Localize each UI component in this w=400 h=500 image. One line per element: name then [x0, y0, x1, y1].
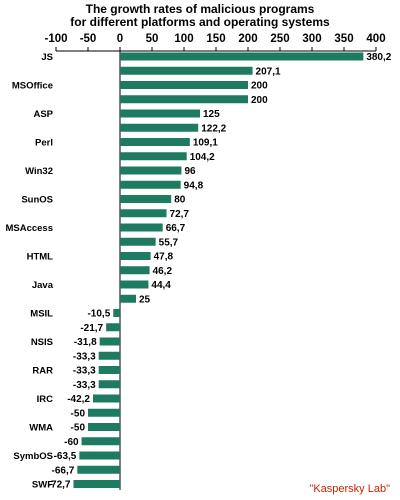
value-label: -50	[71, 423, 86, 434]
value-label: 80	[174, 195, 186, 206]
value-label: -33,3	[73, 351, 96, 362]
x-tick-label: 50	[146, 33, 159, 45]
bar	[120, 109, 200, 118]
value-label: -21,7	[80, 323, 103, 334]
category-labels: JS MSOffice ASP Perl Win32 SunOS MSAccess HTML J…	[5, 52, 53, 491]
value-label: 94,8	[184, 180, 204, 191]
category-label: WMA	[29, 423, 53, 434]
x-tick-label: 150	[206, 33, 225, 45]
value-label: 109,1	[193, 138, 218, 149]
bar	[92, 394, 120, 403]
chart-title-line-2: for different platforms and operating sy…	[70, 15, 330, 29]
bar	[77, 465, 120, 474]
value-label: -60	[64, 437, 79, 448]
value-label: -66,7	[52, 465, 75, 476]
value-label: 66,7	[166, 223, 186, 234]
category-label: SunOS	[21, 195, 53, 206]
value-label: 200	[251, 81, 268, 92]
value-labels: 380,2 207,1 200 200 125 122,2 109,1 104,2 96 94,8…	[48, 52, 392, 491]
value-label: -33,3	[73, 380, 96, 391]
credit-text: "Kaspersky Lab"	[309, 483, 390, 495]
category-label: ASP	[33, 109, 53, 120]
bar	[120, 294, 136, 303]
value-label: 104,2	[190, 152, 215, 163]
x-tick-label: 350	[334, 33, 353, 45]
x-tick-label: 200	[238, 33, 257, 45]
value-label: 96	[184, 166, 196, 177]
value-label: 122,2	[201, 123, 226, 134]
bar	[88, 408, 120, 417]
bar	[120, 95, 248, 104]
bar	[120, 209, 167, 218]
bar	[120, 81, 248, 89]
value-label: 380,2	[366, 52, 391, 63]
bar	[73, 480, 120, 488]
bar	[120, 195, 172, 203]
x-tick-label: 100	[174, 33, 193, 45]
bar	[120, 152, 187, 161]
value-label: 55,7	[159, 237, 179, 248]
value-label: -10,5	[87, 309, 110, 320]
x-tick-label: 250	[270, 33, 289, 45]
value-label: -72,7	[48, 480, 71, 491]
category-label: JS	[41, 52, 53, 63]
bar	[98, 366, 120, 374]
bar	[120, 223, 163, 232]
category-label: RAR	[32, 366, 53, 377]
value-label: -50	[71, 408, 86, 419]
bar	[120, 138, 190, 146]
value-label: 47,8	[154, 252, 174, 263]
value-label: 44,4	[151, 280, 171, 291]
category-label: MSIL	[30, 309, 53, 320]
value-label: 72,7	[170, 209, 190, 220]
bar	[120, 66, 253, 75]
x-tick-label: 300	[302, 33, 321, 45]
category-label: NSIS	[31, 337, 53, 348]
category-label: SWF	[32, 480, 53, 491]
bar	[79, 451, 120, 460]
bar	[120, 266, 150, 275]
bar	[106, 323, 120, 332]
category-label: HTML	[27, 252, 54, 263]
bar	[88, 423, 120, 431]
bar	[81, 437, 120, 446]
x-tick-label: -100	[44, 33, 67, 45]
value-label: 125	[203, 109, 220, 120]
bar	[120, 52, 364, 61]
value-label: -63,5	[54, 451, 77, 462]
bar	[120, 166, 182, 175]
value-label: -31,8	[74, 337, 97, 348]
x-tick-label: 400	[366, 33, 385, 45]
category-label: Win32	[25, 166, 53, 177]
category-label: MSOffice	[12, 81, 53, 92]
x-axis-tick-labels: -100 -50 0 50 100 150 200 250 300 350 400	[44, 33, 385, 45]
value-label: 25	[139, 294, 151, 305]
x-tick-label: -50	[80, 33, 97, 45]
category-label: Perl	[35, 138, 53, 149]
value-label: 46,2	[153, 266, 173, 277]
bar	[120, 252, 151, 260]
x-tick-label: 0	[117, 33, 123, 45]
bar	[120, 237, 156, 246]
bar	[98, 351, 120, 360]
category-label: IRC	[37, 394, 54, 405]
bar	[120, 123, 199, 132]
value-label: -33,3	[73, 366, 96, 377]
bar	[98, 380, 120, 389]
value-label: -42,2	[67, 394, 90, 405]
chart-title-line-1: The growth rates of malicious programs	[86, 2, 315, 16]
bar	[99, 337, 120, 346]
category-label: Java	[32, 280, 54, 291]
category-label: SymbOS	[13, 451, 53, 462]
category-label: MSAccess	[5, 223, 53, 234]
bar	[113, 309, 120, 317]
bar	[120, 180, 181, 189]
value-label: 207,1	[256, 66, 281, 77]
value-label: 200	[251, 95, 268, 106]
bar	[120, 280, 149, 289]
bars	[73, 52, 364, 488]
